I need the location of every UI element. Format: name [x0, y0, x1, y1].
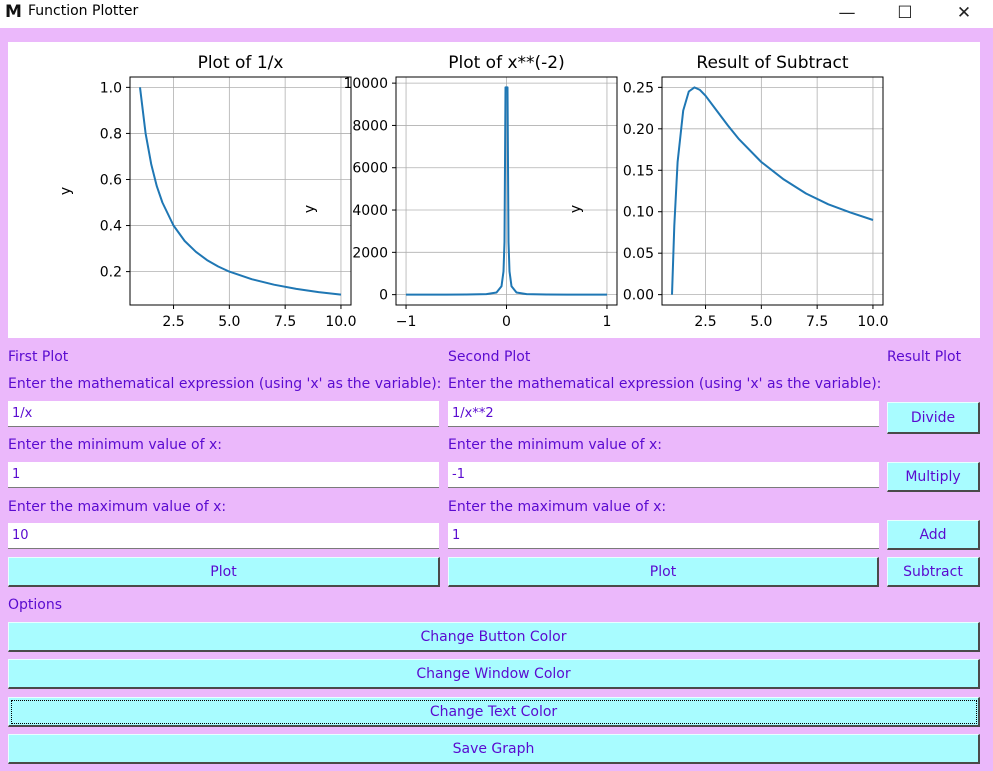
chart2-series-line-0 [406, 86, 607, 296]
first-max-input[interactable] [8, 523, 439, 549]
chart1-ytick-label-3: 0.8 [100, 126, 122, 142]
change-button-color-button[interactable]: Change Button Color [8, 622, 980, 652]
first-plot-header: First Plot [8, 349, 69, 365]
subtract-button[interactable]: Subtract [887, 557, 980, 587]
result-plot-header: Result Plot [887, 349, 962, 365]
chart2-ytick-label-5: 10000 [343, 76, 388, 92]
multiply-button[interactable]: Multiply [887, 462, 980, 492]
first-min-input[interactable] [8, 462, 439, 488]
minimize-button[interactable]: — [838, 3, 856, 23]
chart2-xtick-label-0: −1 [396, 314, 417, 330]
window-title: Function Plotter [28, 3, 139, 19]
chart2-ytick-label-4: 8000 [352, 118, 388, 134]
plot-canvas: 2.5 5.0 7.5 10.0 0.2 0.4 0.6 0.8 1.0 Plot of 1/x y… [8, 42, 980, 338]
change-window-color-button[interactable]: Change Window Color [8, 659, 980, 689]
chart1-ylabel: y [58, 187, 74, 195]
chart3-ytick-label-4: 0.20 [623, 122, 654, 138]
chart3-xtick-label-3: 10.0 [857, 314, 888, 330]
plots-figure: 2.5 5.0 7.5 10.0 0.2 0.4 0.6 0.8 1.0 Plot of 1/x y… [58, 53, 889, 330]
change-text-color-button[interactable]: Change Text Color [8, 697, 980, 727]
app-logo-icon: M [5, 2, 22, 22]
second-min-label: Enter the minimum value of x: [448, 437, 662, 453]
second-expr-label: Enter the mathematical expression (using… [448, 376, 882, 392]
chart3-ytick-label-0: 0.00 [623, 288, 654, 304]
save-graph-button[interactable]: Save Graph [8, 734, 980, 764]
chart1-axes-frame [129, 76, 352, 306]
chart3-ylabel: y [568, 205, 584, 213]
chart1-xtick-label-3: 10.0 [325, 314, 356, 330]
first-max-label: Enter the maximum value of x: [8, 499, 227, 515]
chart1-xtick-label-2: 7.5 [274, 314, 296, 330]
chart1-series-line-0 [139, 87, 342, 296]
chart3-ytick-label-5: 0.25 [623, 80, 654, 96]
chart1-ytick-label-1: 0.4 [100, 219, 122, 235]
chart2-xtick-label-2: 1 [602, 314, 611, 330]
chart2-ytick-label-1: 2000 [352, 245, 388, 261]
chart2-title: Plot of x**(-2) [448, 53, 565, 73]
first-plot-button[interactable]: Plot [8, 557, 440, 587]
chart3-xtick-label-2: 7.5 [806, 314, 828, 330]
first-expr-input[interactable] [8, 401, 439, 427]
first-expr-label: Enter the mathematical expression (using… [8, 376, 442, 392]
chart3-xtick-label-0: 2.5 [694, 314, 716, 330]
chart3-ytick-label-3: 0.15 [623, 163, 654, 179]
first-min-label: Enter the minimum value of x: [8, 437, 222, 453]
chart3-axes-frame [661, 76, 884, 306]
second-plot-button[interactable]: Plot [448, 557, 879, 587]
second-expr-input[interactable] [448, 401, 879, 427]
chart1-xtick-label-0: 2.5 [162, 314, 184, 330]
chart1-xtick-label-1: 5.0 [218, 314, 240, 330]
chart2-ytick-label-3: 6000 [352, 161, 388, 177]
chart2-ytick-label-0: 0 [379, 288, 388, 304]
second-max-input[interactable] [448, 523, 879, 549]
chart2-ytick-label-2: 4000 [352, 203, 388, 219]
close-button[interactable]: ✕ [956, 3, 972, 23]
chart3-xtick-label-1: 5.0 [750, 314, 772, 330]
chart3-ytick-label-2: 0.10 [623, 205, 654, 221]
title-bar: M Function Plotter — ☐ ✕ [0, 0, 993, 28]
chart2-xtick-label-1: 0 [502, 314, 511, 330]
second-min-input[interactable] [448, 462, 879, 488]
chart3-title: Result of Subtract [696, 53, 848, 73]
add-button[interactable]: Add [887, 520, 980, 550]
options-header: Options [8, 597, 63, 613]
chart2-ylabel: y [302, 205, 318, 213]
chart3-series-line-0 [671, 86, 874, 295]
chart3-ytick-label-1: 0.05 [623, 246, 654, 262]
maximize-button[interactable]: ☐ [897, 3, 913, 23]
chart1-ytick-label-4: 1.0 [100, 80, 122, 96]
second-max-label: Enter the maximum value of x: [448, 499, 667, 515]
chart1-ytick-label-2: 0.6 [100, 172, 122, 188]
chart1-title: Plot of 1/x [198, 53, 284, 73]
second-plot-header: Second Plot [448, 349, 531, 365]
chart1-ytick-label-0: 0.2 [100, 265, 122, 281]
divide-button[interactable]: Divide [887, 402, 980, 434]
